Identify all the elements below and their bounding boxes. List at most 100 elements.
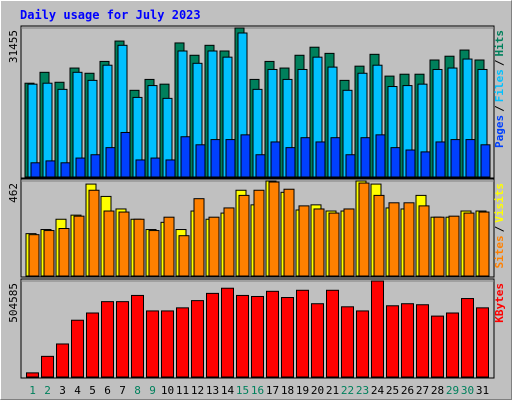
bar <box>135 159 146 178</box>
bar <box>176 307 189 378</box>
x-tick-label: 23 <box>356 384 369 397</box>
x-tick-label: 4 <box>74 384 81 397</box>
bar <box>360 137 371 178</box>
bar <box>150 157 161 178</box>
bar <box>465 139 476 178</box>
bar <box>373 194 385 277</box>
x-tick-label: 11 <box>176 384 189 397</box>
bar <box>476 307 489 378</box>
bar <box>390 147 401 178</box>
legend-entry: Files <box>493 69 506 102</box>
bar <box>405 149 416 178</box>
bar <box>403 202 415 277</box>
y-tick-label: 462 <box>7 183 20 203</box>
bar <box>375 134 386 178</box>
bar <box>221 287 234 378</box>
x-tick-label: 28 <box>431 384 444 397</box>
bar <box>433 216 445 277</box>
bar <box>120 131 131 178</box>
bar <box>88 189 100 277</box>
x-tick-label: 18 <box>281 384 294 397</box>
bar <box>206 292 219 378</box>
bar <box>356 310 369 378</box>
legend-separator: / <box>493 105 506 112</box>
bar <box>45 160 56 178</box>
bar <box>328 212 340 277</box>
bar <box>60 162 71 178</box>
bar <box>131 294 144 378</box>
bar <box>251 295 264 378</box>
bar <box>285 147 296 178</box>
x-tick-label: 21 <box>326 384 339 397</box>
legend-separator: / <box>493 59 506 66</box>
x-tick-label: 22 <box>341 384 354 397</box>
x-tick-label: 19 <box>296 384 309 397</box>
bar <box>240 134 251 178</box>
bar <box>388 202 400 277</box>
bar <box>71 319 84 378</box>
bar <box>401 303 414 378</box>
chart-title: Daily usage for July 2023 <box>20 8 201 22</box>
bar <box>90 154 101 178</box>
x-tick-label: 14 <box>221 384 235 397</box>
bar <box>165 159 176 178</box>
bar <box>268 181 280 277</box>
x-tick-label: 5 <box>89 384 96 397</box>
legend-entry: Sites <box>493 235 506 268</box>
bar <box>101 301 114 378</box>
bar <box>148 230 160 277</box>
bar <box>238 194 250 277</box>
bar <box>326 289 339 378</box>
bar <box>420 151 431 178</box>
x-tick-label: 1 <box>29 384 36 397</box>
bar <box>345 154 356 178</box>
bar <box>210 139 221 178</box>
x-tick-label: 15 <box>236 384 249 397</box>
bar <box>208 216 220 277</box>
bar <box>311 303 324 378</box>
bar <box>30 162 41 178</box>
bar <box>105 147 116 178</box>
bar <box>163 216 175 277</box>
bar <box>146 310 159 378</box>
legend-entry: Hits <box>493 30 506 57</box>
bar <box>416 304 429 378</box>
bar <box>116 301 129 378</box>
bar <box>58 228 70 277</box>
x-tick-label: 10 <box>161 384 174 397</box>
x-tick-label: 27 <box>416 384 429 397</box>
bar <box>28 234 40 277</box>
x-tick-label: 20 <box>311 384 324 397</box>
bar <box>298 205 310 277</box>
x-tick-label: 8 <box>134 384 141 397</box>
bar <box>133 218 145 277</box>
bar <box>281 297 294 378</box>
bar <box>178 235 190 277</box>
x-tick-label: 2 <box>44 384 51 397</box>
bar <box>446 312 459 378</box>
legend-entry: KBytes <box>493 283 506 323</box>
x-tick-label: 17 <box>266 384 279 397</box>
bar <box>73 215 85 277</box>
legend-entry: Pages <box>493 115 506 148</box>
x-tick-label: 9 <box>149 384 156 397</box>
y-tick-label: 504585 <box>7 283 20 323</box>
bar <box>371 280 384 378</box>
bar <box>418 205 430 277</box>
x-tick-label: 13 <box>206 384 219 397</box>
bar <box>315 141 326 178</box>
bar <box>463 212 475 277</box>
bar <box>270 141 281 178</box>
bar <box>435 141 446 178</box>
bar <box>450 139 461 178</box>
bar <box>330 137 341 178</box>
bar <box>478 211 490 277</box>
bar <box>341 306 354 378</box>
x-tick-label: 7 <box>119 384 126 397</box>
bar <box>266 290 279 378</box>
bar <box>223 207 235 277</box>
bar <box>86 312 99 378</box>
